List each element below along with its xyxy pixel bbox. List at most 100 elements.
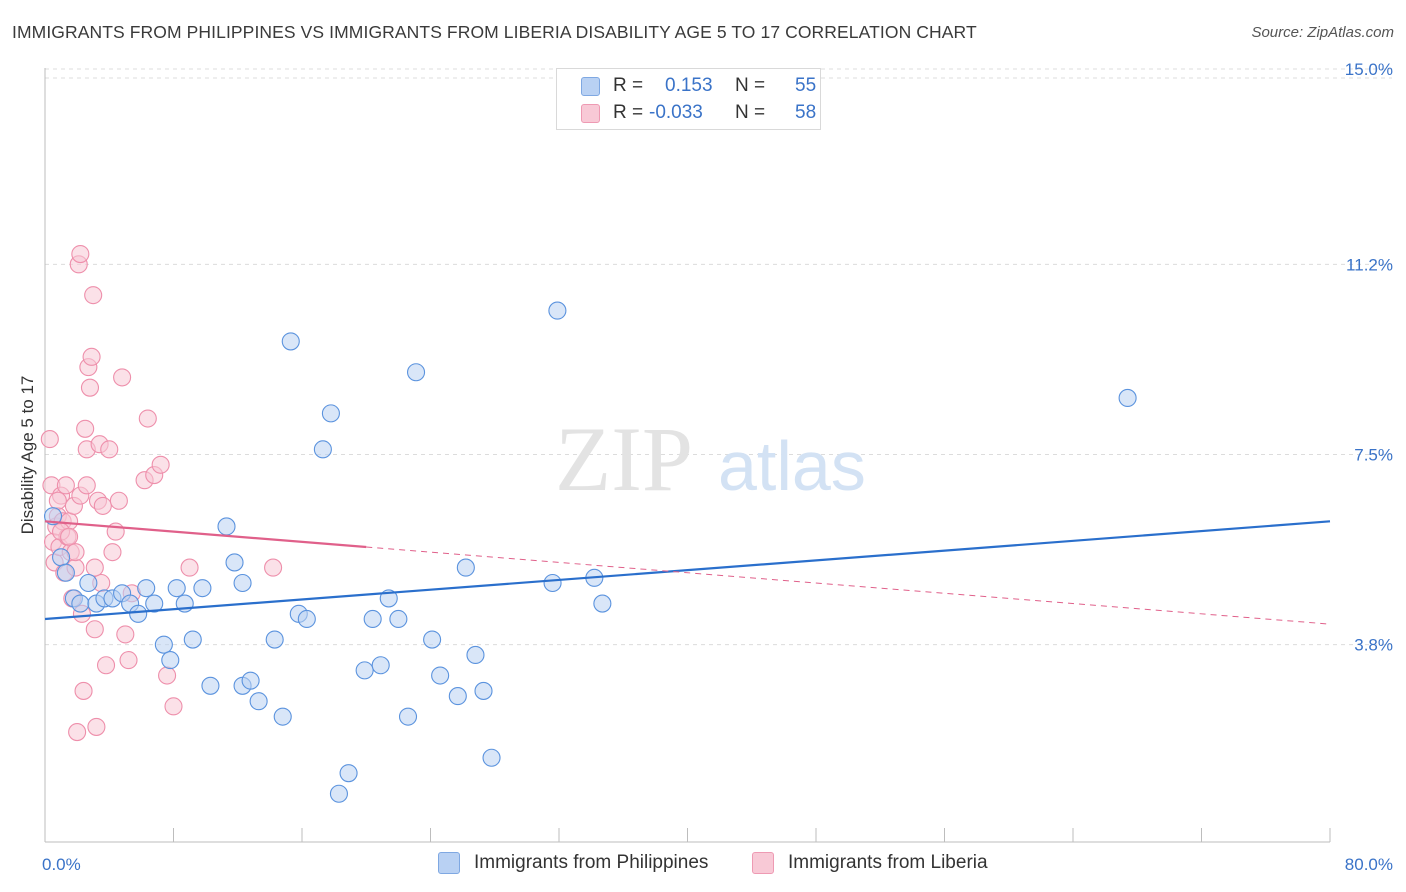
legend-r-value: -0.033 [649, 102, 703, 123]
y-tick-label: 15.0% [1345, 60, 1393, 79]
philippines-points [43, 301, 1137, 803]
philippines-point [167, 579, 186, 598]
trend-lines [44, 520, 1331, 625]
philippines-point [161, 651, 180, 670]
philippines-point [423, 630, 442, 649]
legend-swatch-blue [438, 852, 460, 874]
legend-r-label: R = [613, 75, 644, 96]
x-tick-label: 0.0% [42, 855, 81, 874]
liberia-point [109, 491, 128, 510]
philippines-point [145, 594, 164, 613]
philippines-point [482, 748, 501, 767]
liberia-point [77, 476, 96, 495]
y-tick-label: 7.5% [1354, 446, 1393, 465]
liberia-point [74, 681, 93, 700]
liberia-points [40, 244, 283, 742]
philippines-point [241, 671, 260, 690]
liberia-trend-line [366, 546, 1331, 625]
liberia-point [96, 656, 116, 675]
legend-n-label: N = [735, 102, 766, 123]
philippines-point [233, 573, 252, 593]
correlation-legend: R = 0.153 N = 55 R = -0.033 N = 58 [556, 68, 821, 130]
liberia-point [48, 491, 67, 510]
philippines-point [154, 635, 173, 654]
liberia-point [60, 527, 79, 546]
liberia-trend-line [44, 520, 367, 549]
philippines-point [217, 517, 236, 536]
philippines-point [339, 764, 358, 783]
philippines-point [79, 573, 98, 593]
philippines-point [193, 579, 212, 598]
source-label: Source: ZipAtlas.com [1251, 24, 1394, 41]
liberia-point [85, 558, 104, 577]
legend-n-value: 55 [795, 75, 817, 96]
philippines-point [406, 363, 426, 382]
philippines-point [593, 594, 612, 613]
philippines-point [363, 609, 382, 629]
liberia-point [180, 558, 199, 577]
philippines-point [456, 558, 475, 577]
philippines-point [273, 707, 292, 726]
liberia-point [85, 620, 104, 639]
legend-n-label: N = [735, 75, 766, 96]
philippines-point [431, 666, 450, 685]
philippines-point [321, 404, 340, 423]
liberia-point [158, 666, 177, 685]
philippines-point [201, 676, 220, 695]
liberia-point [84, 286, 103, 305]
philippines-point [398, 707, 418, 726]
liberia-point [87, 717, 106, 736]
liberia-point [164, 697, 183, 716]
y-tick-labels: 3.8% 7.5% 11.2% 15.0% [1345, 60, 1393, 655]
watermark: ZIP atlas [555, 408, 866, 510]
philippines-point [355, 661, 374, 680]
legend-label-liberia: Immigrants from Liberia [788, 852, 988, 873]
liberia-point [113, 368, 132, 387]
philippines-point [297, 609, 316, 629]
legend-swatch-pink [752, 852, 774, 874]
legend-r-value: 0.153 [665, 75, 713, 96]
philippines-point [543, 573, 562, 593]
liberia-point [71, 244, 90, 264]
philippines-point [474, 681, 493, 700]
x-tick-label: 80.0% [1345, 855, 1393, 874]
philippines-point [56, 563, 75, 582]
philippines-point [52, 548, 71, 567]
chart-title: IMMIGRANTS FROM PHILIPPINES VS IMMIGRANT… [12, 22, 977, 42]
watermark-atlas: atlas [718, 427, 866, 505]
philippines-point [265, 630, 284, 649]
liberia-point [40, 430, 59, 449]
philippines-point [1118, 388, 1137, 408]
philippines-point [225, 553, 244, 572]
liberia-point [93, 496, 112, 515]
philippines-trend-line [44, 520, 1331, 621]
liberia-point [100, 440, 119, 459]
philippines-point [313, 440, 332, 459]
legend-swatch-pink [581, 104, 600, 123]
philippines-point [281, 332, 300, 351]
legend-n-value: 58 [795, 102, 817, 123]
liberia-point [103, 543, 122, 562]
liberia-point [264, 558, 283, 577]
liberia-point [138, 409, 157, 428]
philippines-point [249, 692, 268, 711]
liberia-point [56, 476, 75, 495]
legend-r-label: R = [613, 102, 644, 123]
y-tick-label: 3.8% [1354, 636, 1393, 655]
philippines-point [548, 301, 567, 320]
liberia-point [82, 347, 101, 366]
philippines-point [137, 579, 156, 598]
y-tick-label: 11.2% [1346, 255, 1393, 274]
philippines-point [448, 687, 467, 706]
liberia-point [76, 419, 95, 438]
philippines-point [371, 656, 390, 675]
liberia-point [68, 723, 87, 742]
philippines-point [129, 604, 148, 623]
liberia-point [119, 651, 138, 670]
philippines-point [71, 594, 90, 613]
axes [44, 68, 1331, 843]
liberia-point [151, 455, 170, 474]
y-axis-label: Disability Age 5 to 17 [18, 376, 37, 535]
philippines-point [329, 784, 348, 803]
